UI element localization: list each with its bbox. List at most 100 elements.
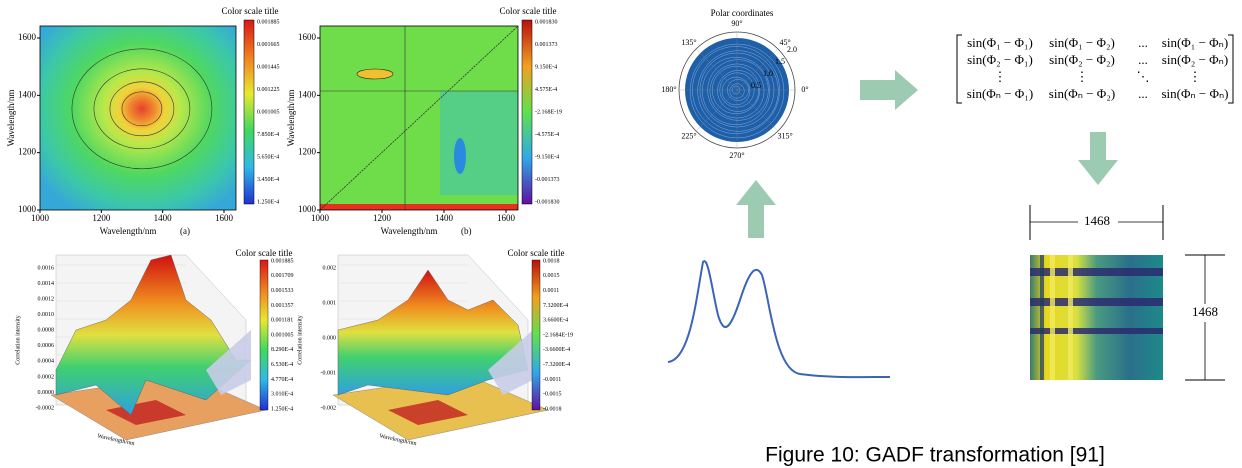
x-tick-label: 1400 — [435, 213, 454, 223]
z-tick-label: -0.002 — [321, 405, 337, 411]
x-axis-label: Wavelength/nm — [100, 226, 157, 236]
matrix-entry: ⋱ — [1137, 69, 1150, 84]
colorbar-label: -7.3200E-4 — [543, 362, 570, 368]
colorbar-title: Color scale title — [508, 248, 565, 258]
surface-shadow — [488, 330, 533, 395]
colorbar-label: -4.575E-4 — [535, 132, 559, 138]
matrix-entry: sin(Φₙ − Φₙ) — [1161, 86, 1228, 101]
angle-label: 0° — [801, 85, 808, 94]
polar-spoke — [736, 89, 779, 132]
plot-frame — [39, 25, 237, 211]
x-tick-label: 1600 — [497, 213, 516, 223]
colorbar-label: 0.001005 — [257, 109, 280, 115]
angle-label: 135° — [681, 38, 696, 47]
y-tick-label: 1400 — [298, 89, 317, 99]
matrix-entry: sin(Φ₂ − Φₙ) — [1162, 52, 1228, 67]
colorbar-label: -0.0015 — [543, 392, 562, 398]
radial-label: 0.5 — [751, 81, 761, 90]
y-tick-label: 1200 — [18, 147, 37, 157]
colorbar — [243, 19, 255, 205]
y-tick-label: 1600 — [298, 32, 317, 42]
heatmap — [40, 26, 236, 210]
surface — [55, 254, 252, 416]
polar-trace — [697, 50, 779, 132]
z-tick-label: 0.0006 — [38, 343, 55, 349]
colorbar-label: 3.6600E-4 — [543, 318, 568, 324]
matrix-entry: ... — [1138, 35, 1148, 50]
dark-band — [1030, 298, 1163, 306]
colorbar-label: 8.290E-4 — [271, 347, 293, 353]
polar-spoke — [695, 48, 738, 91]
contour — [71, 48, 213, 170]
colorbar-label: 0.001533 — [271, 288, 294, 294]
y-axis-label: Wavelength/nm — [286, 90, 296, 147]
colorbar-label: 0.001181 — [271, 318, 293, 324]
angle-label: 270° — [729, 151, 744, 160]
z-tick-label: -0.001 — [321, 370, 337, 376]
x-tick-label: 1200 — [373, 213, 392, 223]
colorbar-label: 1.250E-4 — [257, 199, 279, 205]
colorbar-label: -0.001830 — [535, 199, 560, 205]
matrix-entry: ... — [1138, 52, 1148, 67]
colorbar-label: 3.010E-4 — [271, 392, 293, 398]
z-axis-label: Correlation intensity — [297, 315, 303, 365]
z-tick-label: -0.0002 — [36, 405, 55, 411]
colorbar-label: 0.001225 — [257, 87, 280, 93]
matrix-entry: sin(Φ₁ − Φ₁) — [967, 35, 1033, 50]
colorbar-label: 5.650E-4 — [257, 154, 279, 160]
contour — [121, 91, 163, 127]
y-axis-label: Wavelength/nm — [6, 90, 16, 147]
polar-trace — [717, 70, 759, 112]
colorbar-label: -0.0011 — [543, 377, 561, 383]
x-tick-label: 1000 — [31, 213, 50, 223]
y-tick-label: 1400 — [18, 89, 37, 99]
panel-tag: (b) — [461, 226, 472, 236]
bracket — [956, 34, 962, 104]
matrix-entry: ⋮ — [1189, 69, 1202, 84]
polar-title: Polar coordinates — [711, 8, 774, 18]
colorbar-title: Color scale title — [236, 248, 293, 258]
polar-trace — [702, 57, 770, 125]
angle-label: 90° — [731, 19, 742, 28]
x-tick-label: 1000 — [311, 213, 330, 223]
label-bg — [1185, 304, 1225, 322]
radial-label: 2.0 — [787, 45, 797, 54]
colorbar-label: -3.6600E-4 — [543, 347, 570, 353]
dark-band — [1030, 328, 1163, 334]
colorbar-label: 7.3200E-4 — [543, 303, 568, 309]
radial-label: 1.5 — [775, 57, 785, 66]
colorbar-label: 0.001445 — [257, 64, 280, 70]
colorbar-label: 0.001665 — [257, 42, 280, 48]
z-tick-label: 0.0012 — [38, 296, 55, 302]
colorbar-label: 0.001357 — [271, 303, 294, 309]
light-stripe — [1050, 255, 1055, 380]
colorbar-label: 0.0015 — [543, 273, 560, 279]
colorbar — [531, 259, 541, 411]
colorbar-label: 0.001373 — [535, 42, 558, 48]
diagonal — [319, 25, 519, 211]
colorbar-label: -2.168E-19 — [535, 109, 562, 115]
label-bg — [1078, 213, 1118, 231]
x-axis-label: Wavelength/nm — [381, 226, 438, 236]
z-tick-label: 0.0002 — [38, 374, 55, 380]
panel-tag: (a) — [180, 226, 190, 236]
angle-label: 225° — [681, 131, 696, 140]
contour — [109, 81, 175, 137]
y-tick-label: 1000 — [18, 204, 37, 214]
contour — [93, 68, 191, 150]
colorbar-label: 9.150E-4 — [535, 64, 557, 70]
colorbar-label: 3.450E-4 — [257, 177, 279, 183]
matrix-entry: ⋮ — [1076, 69, 1089, 84]
matrix-entry: ... — [1138, 86, 1148, 101]
colorbar-label: 0.001830 — [535, 19, 558, 25]
z-tick-label: 0.0016 — [38, 265, 55, 271]
colorbar-label: 0.0011 — [543, 288, 559, 294]
radial-label: 1.0 — [763, 69, 773, 78]
y-tick-label: 1200 — [298, 147, 317, 157]
colorbar-label: 7.850E-4 — [257, 132, 279, 138]
z-tick-label: 0.002 — [323, 265, 337, 271]
figure-caption: Figure 10: GADF transformation [91] — [765, 444, 1105, 467]
colorbar-label: -9.150E-4 — [535, 154, 559, 160]
